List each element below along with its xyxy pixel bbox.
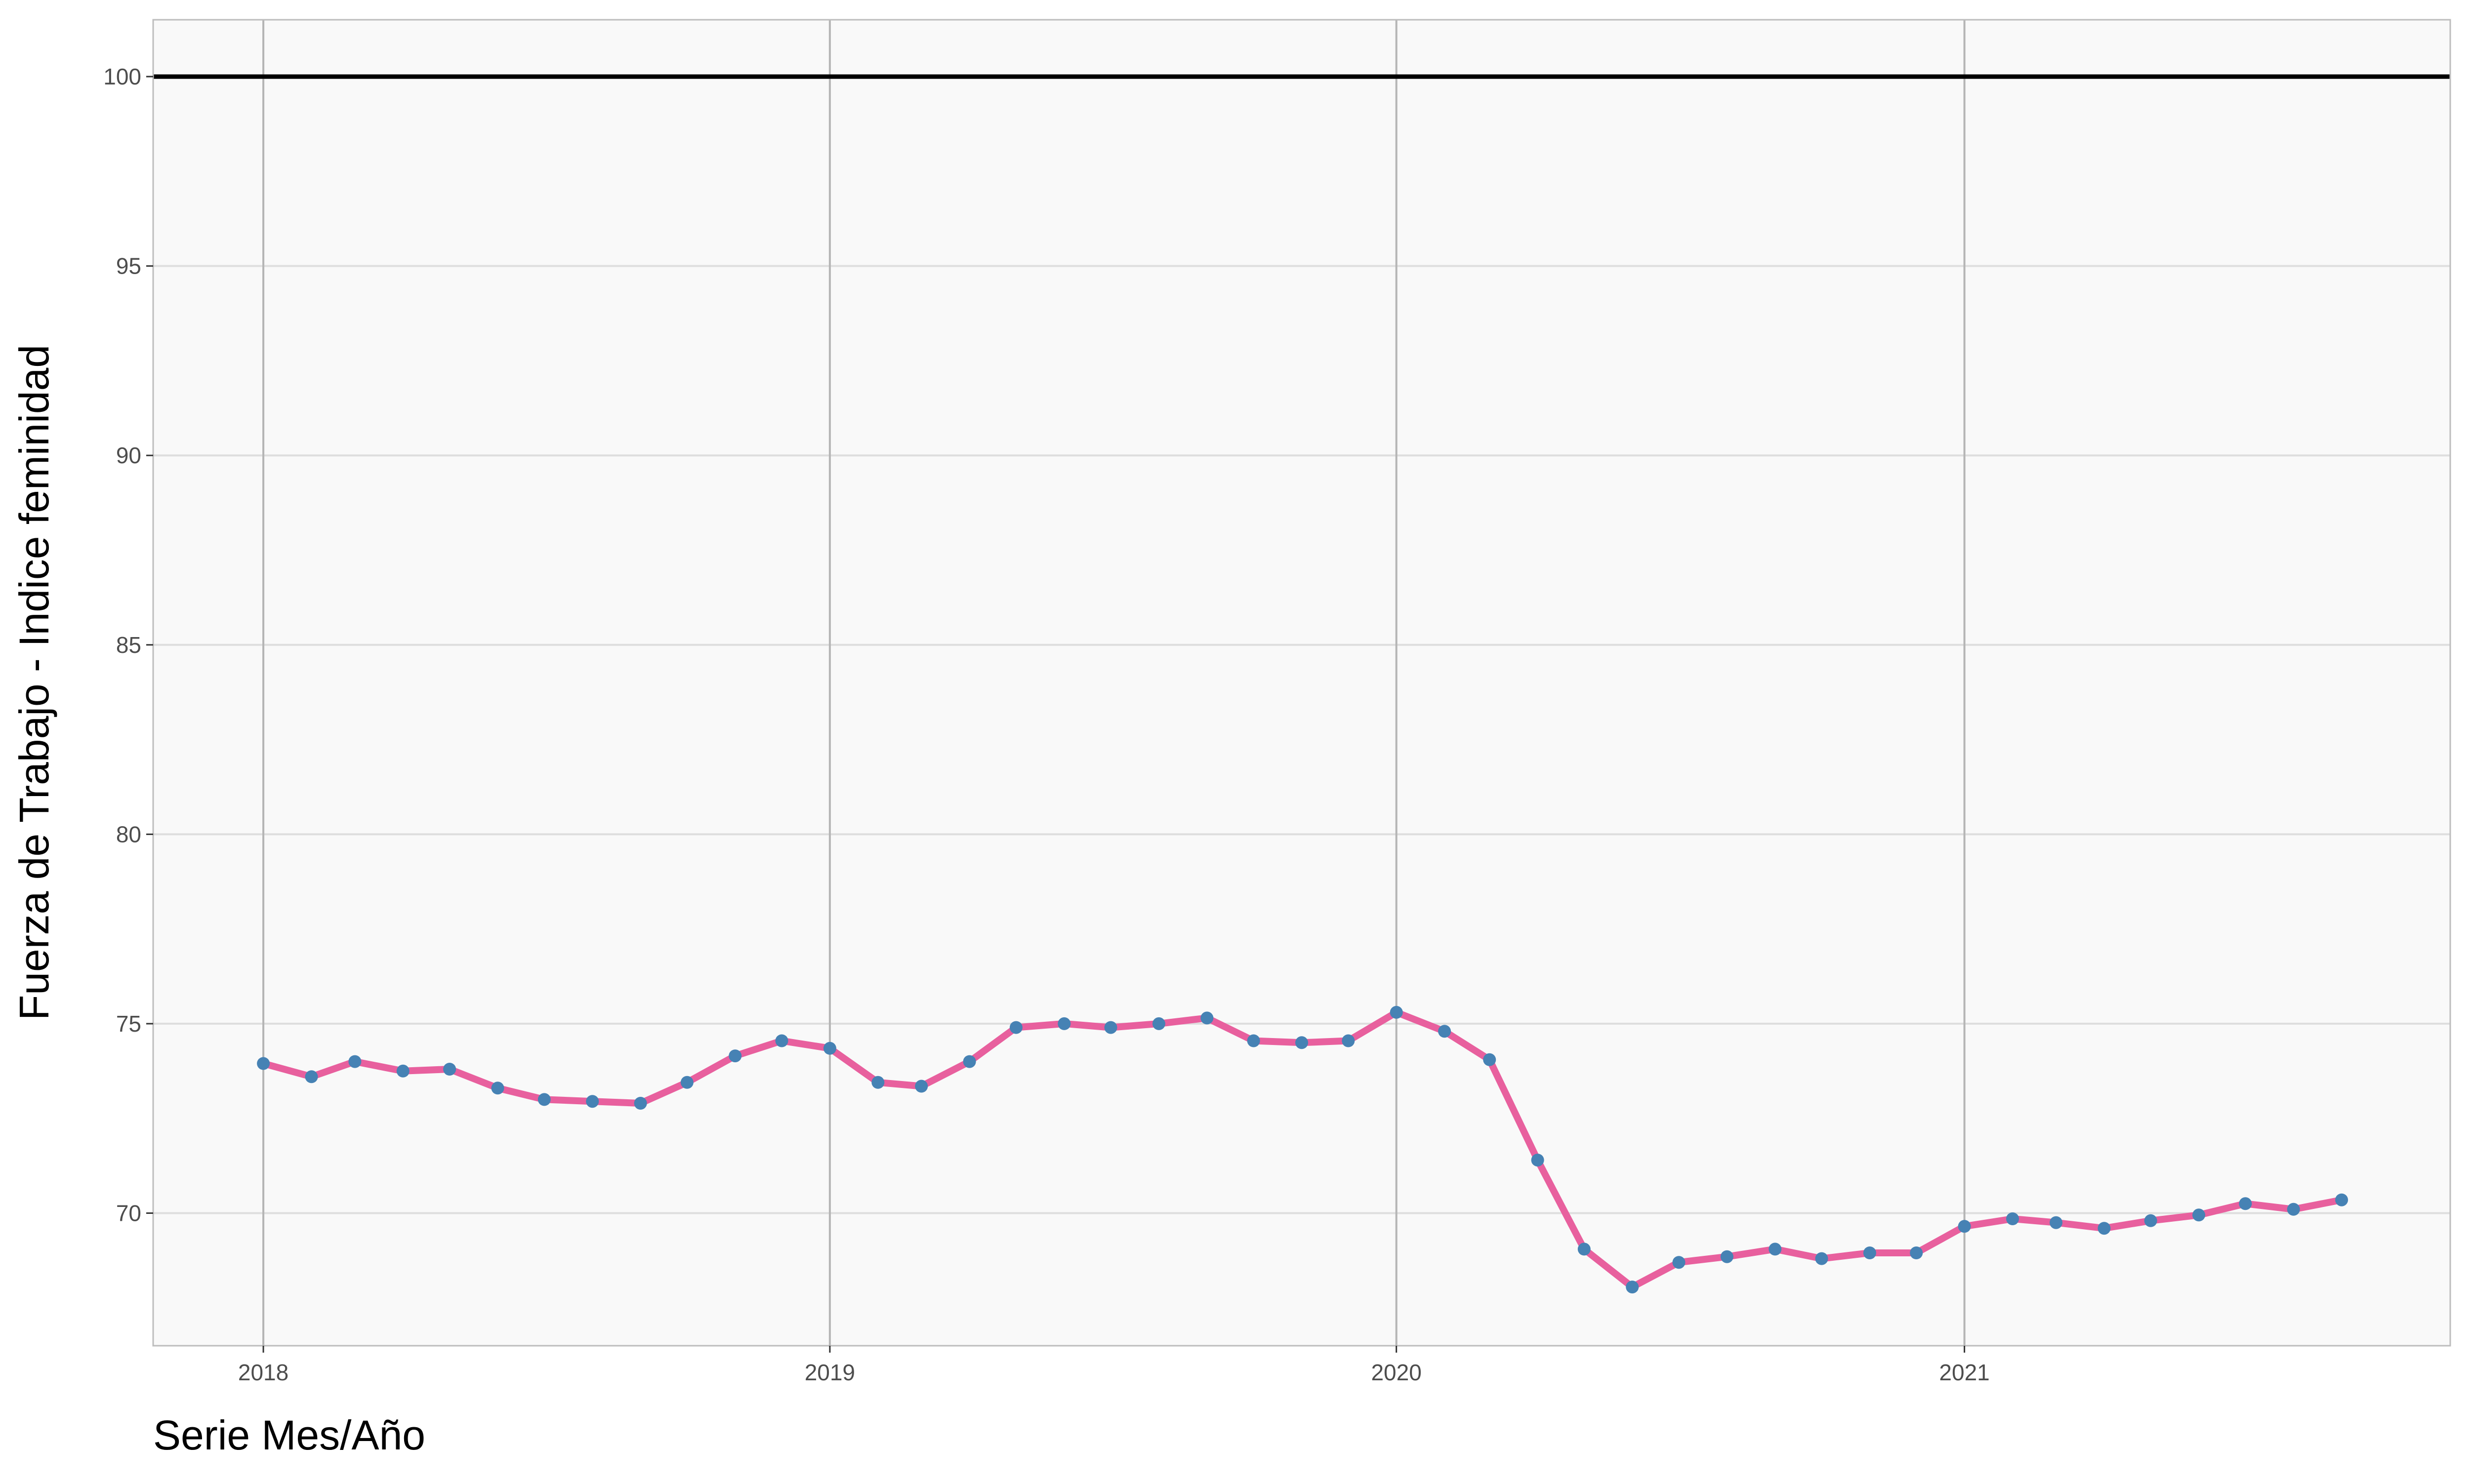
data-point (963, 1055, 976, 1068)
data-point (2335, 1193, 2348, 1206)
data-point (1769, 1243, 1782, 1256)
data-point (915, 1080, 928, 1093)
data-point (1577, 1243, 1591, 1256)
data-point (1531, 1154, 1544, 1167)
data-point (775, 1034, 788, 1047)
data-point (1009, 1021, 1023, 1034)
y-tick-label: 80 (116, 821, 141, 847)
data-point (1200, 1011, 1214, 1025)
data-point (1152, 1017, 1165, 1030)
data-point (348, 1055, 362, 1068)
data-point (1626, 1281, 1639, 1294)
y-tick-label: 90 (116, 442, 141, 468)
data-point (2192, 1208, 2205, 1222)
data-point (1910, 1246, 1923, 1259)
data-point (2098, 1222, 2111, 1235)
data-point (634, 1097, 647, 1110)
y-tick-label: 75 (116, 1011, 141, 1037)
plot-panel-background (153, 20, 2450, 1346)
x-tick-label: 2018 (238, 1360, 288, 1385)
x-tick-label: 2021 (1939, 1360, 1989, 1385)
data-point (1295, 1036, 1308, 1049)
data-point (1438, 1025, 1451, 1038)
data-point (680, 1076, 694, 1089)
data-point (729, 1049, 742, 1063)
data-point (586, 1095, 599, 1108)
data-point (1863, 1246, 1876, 1259)
axis-ticks: 70 75 80 85 90 95 100 2018 2019 2020 2021 (103, 64, 1990, 1385)
x-axis-title: Serie Mes/Año (153, 1412, 425, 1458)
data-point (2050, 1216, 2062, 1229)
data-point (1483, 1053, 1496, 1066)
data-point (257, 1057, 270, 1070)
y-tick-label: 85 (116, 632, 141, 658)
data-point (1058, 1017, 1071, 1030)
data-point (2239, 1197, 2252, 1210)
data-point (823, 1042, 836, 1055)
data-point (396, 1064, 410, 1078)
data-point (1720, 1250, 1733, 1263)
data-point (1672, 1256, 1686, 1269)
data-point (2006, 1212, 2019, 1225)
data-point (443, 1063, 456, 1076)
data-point (871, 1076, 885, 1089)
data-point (1342, 1034, 1355, 1047)
data-point (1815, 1252, 1828, 1265)
y-tick-label: 100 (103, 64, 141, 89)
data-point (305, 1070, 318, 1083)
x-tick-label: 2019 (805, 1360, 855, 1385)
data-point (2287, 1203, 2300, 1216)
y-tick-label: 70 (116, 1201, 141, 1226)
y-axis-title: Fuerza de Trabajo - Indice feminidad (11, 345, 57, 1020)
data-point (491, 1082, 504, 1095)
data-point (1104, 1021, 1117, 1034)
data-point (537, 1093, 551, 1106)
plot-panel-border (152, 19, 2451, 1347)
y-tick-label: 95 (116, 253, 141, 279)
data-point (1247, 1034, 1260, 1047)
data-point (1390, 1005, 1403, 1019)
data-point (2144, 1214, 2157, 1227)
data-point (1958, 1220, 1971, 1233)
x-tick-label: 2020 (1371, 1360, 1421, 1385)
data-points (257, 1005, 2348, 1294)
